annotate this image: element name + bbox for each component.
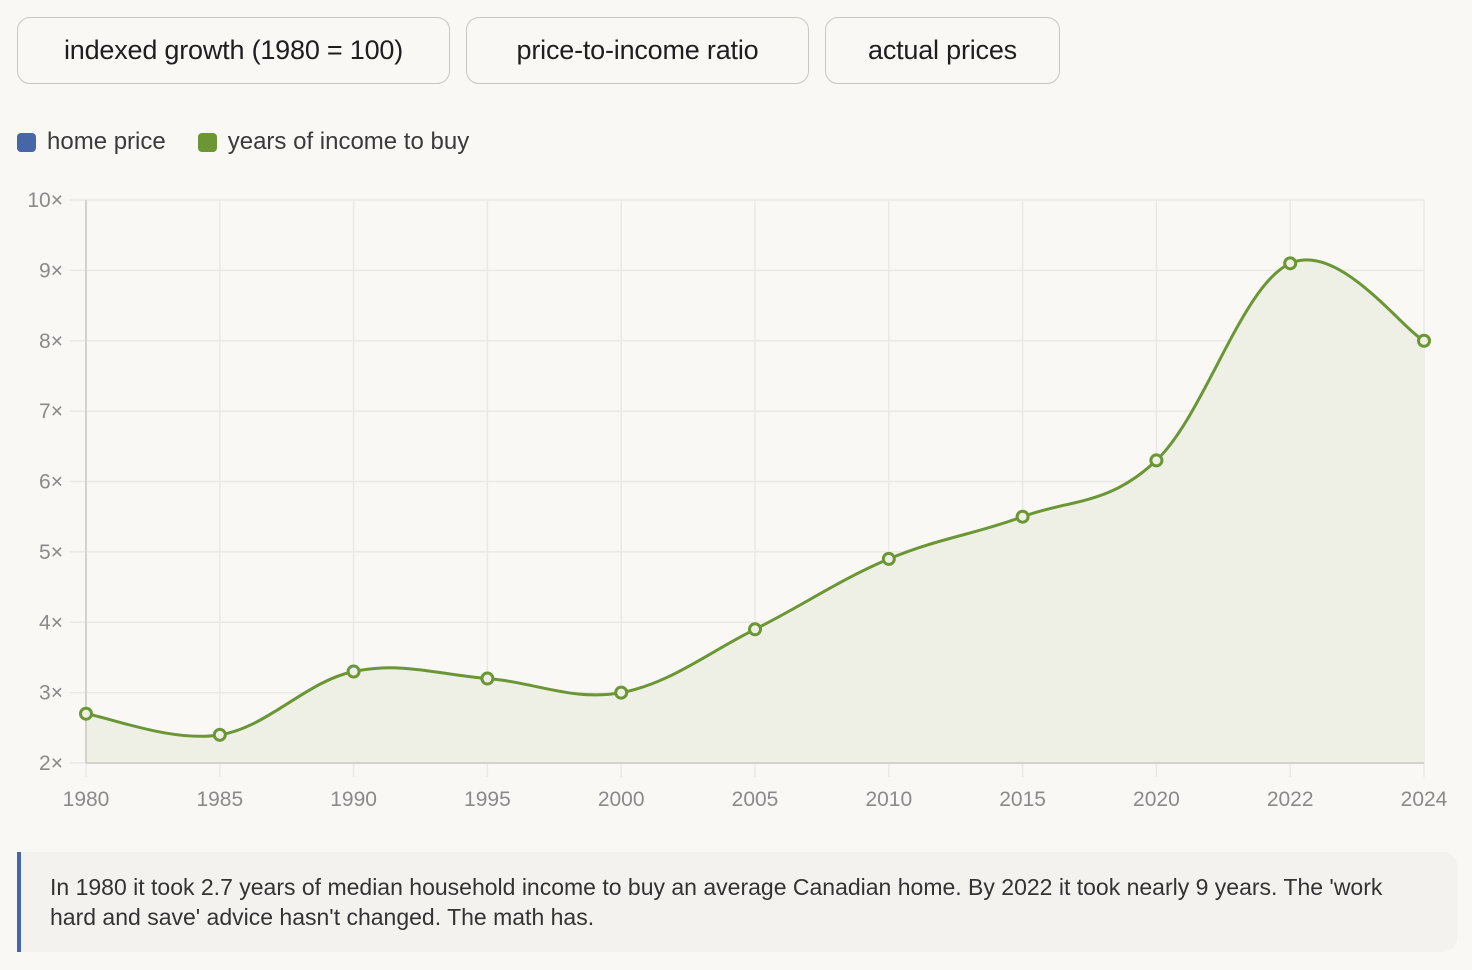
y-tick-label: 4× <box>39 611 63 634</box>
x-tick-label: 1980 <box>63 788 110 811</box>
y-tick-label: 7× <box>39 400 63 423</box>
x-axis-labels: 1980 1985 1990 1995 2000 2005 2010 2015 2020 2022… <box>63 788 1448 811</box>
tab-actual-prices[interactable]: actual prices <box>825 17 1060 84</box>
data-point <box>1015 509 1030 524</box>
y-tick-label: 3× <box>39 682 63 705</box>
data-point <box>748 622 762 637</box>
y-tick-label: 6× <box>39 471 63 494</box>
legend-item-home-price[interactable]: home price <box>17 128 166 156</box>
line-chart: 2× 3× 4× 5× 6× 7× 8× 9× 10× 1980 1985 1990 1995 2000… <box>27 189 1448 811</box>
x-tick-label: 1985 <box>196 788 243 811</box>
x-tick-label: 2020 <box>1133 788 1180 811</box>
series-area <box>86 259 1424 763</box>
y-axis-labels: 2× 3× 4× 5× 6× 7× 8× 9× 10× <box>27 189 63 775</box>
x-tick-label: 1990 <box>330 788 377 811</box>
chart-axes <box>85 200 1424 764</box>
chart-points <box>79 256 1431 742</box>
data-point <box>79 706 93 721</box>
tab-indexed-growth[interactable]: indexed growth (1980 = 100) <box>17 17 450 84</box>
x-tick-label: 2010 <box>865 788 912 811</box>
data-point <box>614 685 629 700</box>
legend-label-home-price: home price <box>47 128 166 155</box>
chart-area-fill <box>86 259 1424 763</box>
x-tick-label: 2024 <box>1401 788 1448 811</box>
data-point <box>881 551 896 566</box>
x-tick-label: 2015 <box>999 788 1046 811</box>
y-tick-label: 2× <box>39 752 63 775</box>
chart-series <box>85 258 1425 738</box>
view-tabs: indexed growth (1980 = 100) price-to-inc… <box>17 17 1060 84</box>
chart-legend: home price years of income to buy <box>17 128 501 156</box>
x-tick-label: 2005 <box>732 788 779 811</box>
legend-swatch-years-of-income <box>197 132 217 152</box>
y-tick-label: 9× <box>39 259 63 282</box>
x-tick-label: 2022 <box>1267 788 1314 811</box>
series-line <box>85 258 1425 738</box>
y-tick-label: 5× <box>39 541 63 564</box>
data-point <box>212 727 227 742</box>
data-point <box>346 664 361 679</box>
x-tick-label: 2000 <box>598 788 645 811</box>
y-tick-label: 8× <box>39 330 63 353</box>
legend-item-years-of-income[interactable]: years of income to buy <box>197 128 470 156</box>
chart-caption: In 1980 it took 2.7 years of median hous… <box>17 852 1457 952</box>
data-point <box>480 671 495 686</box>
data-point <box>1283 256 1298 271</box>
y-tick-label: 10× <box>27 189 63 212</box>
x-tick-label: 1995 <box>464 788 511 811</box>
tab-price-to-income-ratio[interactable]: price-to-income ratio <box>466 17 809 84</box>
data-point <box>1417 333 1431 348</box>
legend-label-years-of-income: years of income to buy <box>227 128 470 155</box>
data-point <box>1149 453 1164 468</box>
legend-swatch-home-price <box>17 132 36 152</box>
